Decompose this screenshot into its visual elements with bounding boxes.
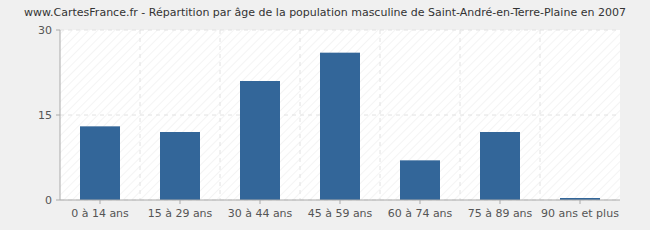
plot-area <box>60 30 620 200</box>
bars <box>80 53 600 200</box>
grid-line <box>60 30 620 31</box>
x-tick <box>420 200 421 204</box>
x-tick-label: 30 à 44 ans <box>228 207 293 220</box>
title: www.CartesFrance.fr - Répartition par âg… <box>24 6 626 19</box>
y-tick-label: 0 <box>45 194 52 207</box>
bar <box>160 132 200 200</box>
y-tick-label: 15 <box>38 109 52 122</box>
y-tick <box>56 200 60 201</box>
y-tick <box>56 30 60 31</box>
bar <box>80 126 120 200</box>
bar <box>320 53 360 200</box>
x-tick <box>340 200 341 204</box>
bar <box>400 160 440 200</box>
x-tick-label: 60 à 74 ans <box>388 207 453 220</box>
x-tick <box>500 200 501 204</box>
x-tick-label: 90 ans et plus <box>541 207 619 220</box>
x-tick-label: 45 à 59 ans <box>308 207 373 220</box>
bar <box>480 132 520 200</box>
bar <box>240 81 280 200</box>
x-tick-label: 15 à 29 ans <box>148 207 213 220</box>
x-tick <box>580 200 581 204</box>
x-tick-label: 75 à 89 ans <box>468 207 533 220</box>
x-tick <box>100 200 101 204</box>
x-tick-label: 0 à 14 ans <box>71 207 129 220</box>
chart: www.CartesFrance.fr - Répartition par âg… <box>0 0 650 230</box>
y-axis <box>60 30 61 200</box>
y-tick-label: 30 <box>38 24 52 37</box>
x-tick <box>180 200 181 204</box>
y-tick <box>56 115 60 116</box>
x-tick <box>260 200 261 204</box>
